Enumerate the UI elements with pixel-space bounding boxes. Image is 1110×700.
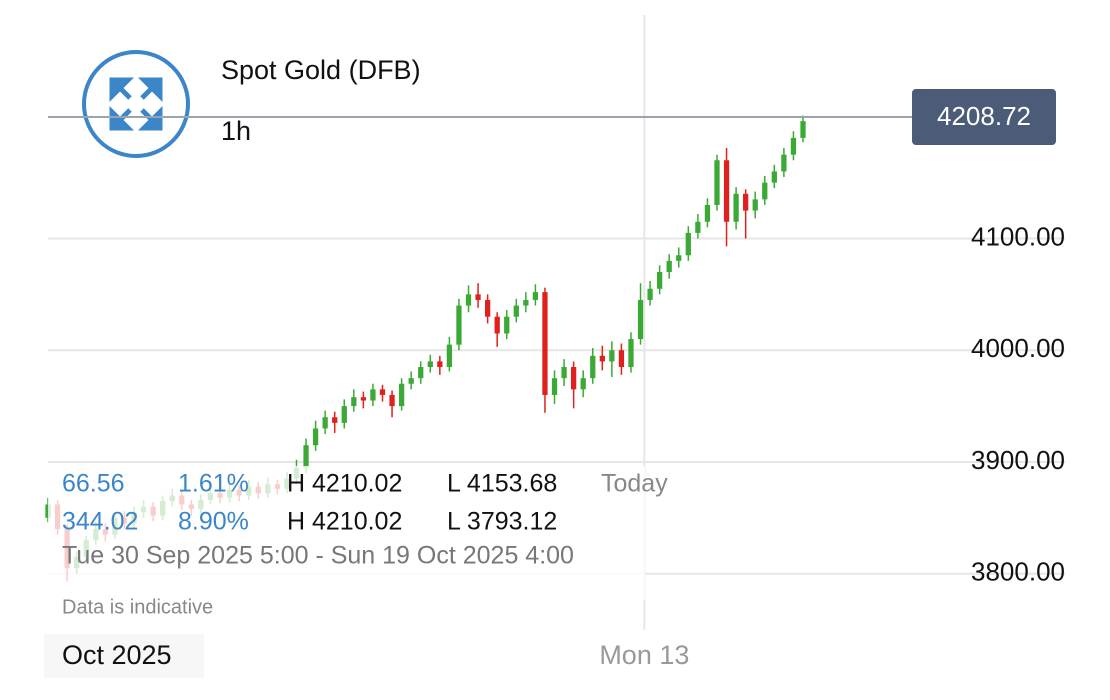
info-value: 66.56 <box>62 470 125 498</box>
date-range: Tue 30 Sep 2025 5:00 - Sun 19 Oct 2025 4… <box>62 542 574 570</box>
candle-body <box>437 361 443 367</box>
candle-body <box>494 316 500 334</box>
candle-body <box>427 361 433 367</box>
info-value: 8.90% <box>178 508 249 536</box>
candle-body <box>532 292 539 300</box>
candle-body <box>446 344 453 367</box>
candle-body <box>647 288 653 300</box>
candle-body <box>561 366 567 379</box>
note: Data is indicative <box>62 596 213 618</box>
candle-body <box>303 445 309 468</box>
candle-body <box>332 417 338 423</box>
candle-body <box>676 255 682 261</box>
info-value: Today <box>601 470 668 498</box>
candle-body <box>762 182 768 200</box>
candle-body <box>341 406 347 423</box>
y-tick-label: 4000.00 <box>971 333 1065 363</box>
x-tick-label: Oct 2025 <box>62 640 172 670</box>
info-panel <box>48 466 645 600</box>
candle-body <box>790 137 797 155</box>
last-price-box <box>912 89 1056 146</box>
candle-body <box>370 389 376 401</box>
candle-body <box>695 221 701 233</box>
expand-circle[interactable] <box>82 50 190 158</box>
candle-body <box>475 294 481 300</box>
candle-body <box>618 350 625 367</box>
info-value: H 4210.02 <box>287 508 402 536</box>
candle-body <box>609 350 615 362</box>
candle-body <box>637 299 644 340</box>
candle-body <box>714 160 720 205</box>
candle-body <box>628 339 634 367</box>
candle-body <box>389 394 395 407</box>
candle-body <box>590 355 596 379</box>
interval: 1h <box>221 116 251 146</box>
x-tick-label: Mon 13 <box>599 640 689 670</box>
info-value: 344.02 <box>62 508 138 536</box>
candle-body <box>666 260 672 273</box>
chart-title: Spot Gold (DFB) <box>221 55 421 85</box>
candle-body <box>456 305 462 345</box>
candle-body <box>484 299 491 317</box>
candle-body <box>743 193 749 211</box>
expand-icon <box>109 77 163 131</box>
candle-body <box>800 121 806 138</box>
y-tick-label: 3800.00 <box>971 557 1065 587</box>
candle-body <box>781 154 787 172</box>
y-tick-label: 3900.00 <box>971 445 1065 475</box>
candle-body <box>523 299 529 306</box>
candle-body <box>599 355 605 362</box>
candle-body <box>408 378 414 384</box>
candle-body <box>580 378 586 390</box>
candle-body <box>418 366 424 379</box>
candle-body <box>351 397 357 407</box>
y-tick-label: 4100.00 <box>971 221 1065 251</box>
overlay: 66.56 1.61% H 4210.02 L 4153.68 Today 344.02 8… <box>48 466 668 600</box>
info-value: 1.61% <box>178 470 249 498</box>
expand-button[interactable] <box>82 50 190 158</box>
candle-body <box>504 316 510 334</box>
info-value: H 4210.02 <box>287 470 402 498</box>
candle-body <box>513 305 519 317</box>
info-value: L 4153.68 <box>447 470 557 498</box>
info-value: L 3793.12 <box>447 508 557 536</box>
candle-body <box>322 417 328 429</box>
candle-body <box>685 232 691 256</box>
candle-body <box>551 378 558 395</box>
last-price-label: 4208.72 <box>937 101 1031 131</box>
candle-body <box>657 272 663 289</box>
candle-body <box>571 366 577 390</box>
candle-body <box>360 397 367 401</box>
candle-body <box>379 389 386 395</box>
candle-body <box>723 160 730 222</box>
candle-body <box>465 294 472 306</box>
candle-body <box>398 383 405 407</box>
candle-body <box>312 428 319 446</box>
candle-body <box>704 204 711 222</box>
candle-body <box>542 292 548 395</box>
x-tick-box <box>44 634 204 678</box>
candle-body <box>771 171 777 183</box>
candle-body <box>733 193 739 222</box>
candle-body <box>752 199 758 211</box>
